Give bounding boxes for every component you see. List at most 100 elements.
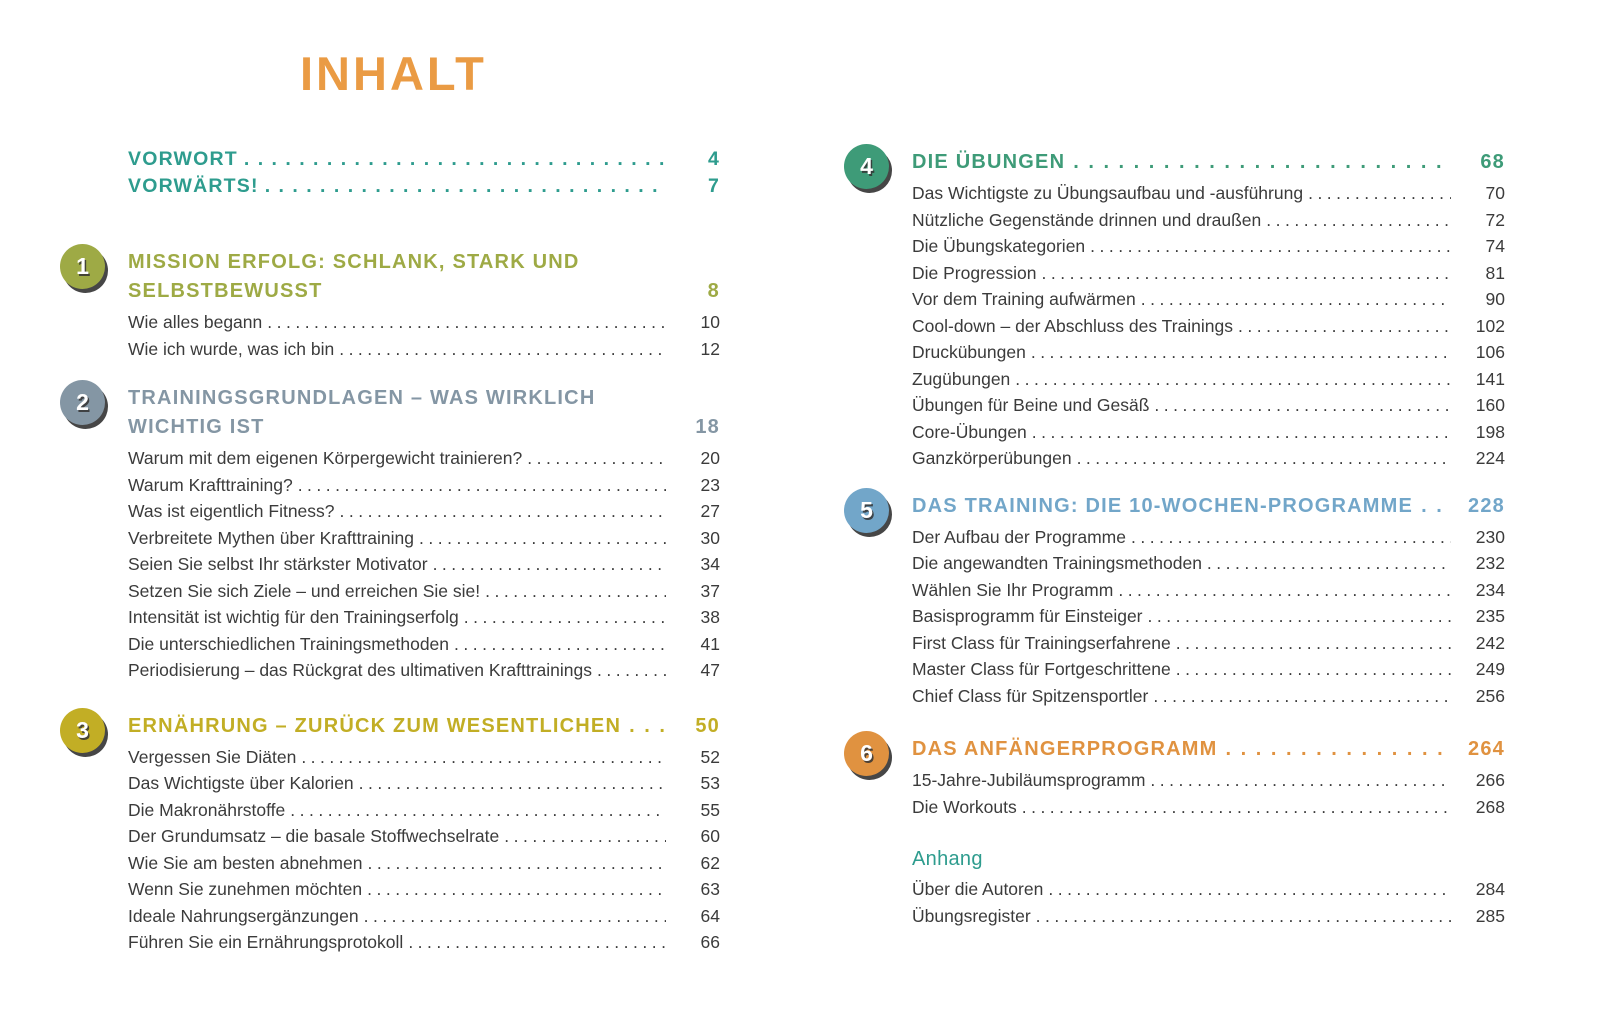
page-number: 64 [700, 905, 720, 926]
toc-entry: Der Aufbau der Programme 230 [912, 524, 1505, 551]
dot-leader [1233, 313, 1451, 340]
entry-label: Chief Class für Spitzensportler [912, 685, 1149, 706]
chapter-heading: MISSION ERFOLG: SCHLANK, STARK UND SELBS… [128, 248, 720, 306]
entry-label: Basisprogramm für Einsteiger [912, 606, 1143, 626]
appendix-entry: Übungsregister 285 [912, 903, 1505, 930]
dot-leader [334, 336, 666, 363]
page-number: 232 [1475, 553, 1505, 573]
entry-label: Der Aufbau der Programme [912, 526, 1126, 547]
entry-label: VORWÄRTS! [128, 175, 259, 197]
chapter-entries: Der Aufbau der Programme 230 Die angewandt… [912, 524, 1505, 710]
entry-label: Wie ich wurde, was ich bin [128, 338, 335, 359]
dot-leader [359, 903, 666, 930]
chapter-heading: DAS ANFÄNGERPROGRAMM 264 [912, 735, 1505, 764]
page-number: 27 [700, 501, 720, 521]
page-number: 249 [1475, 659, 1505, 679]
dot-leader [428, 551, 666, 578]
chapter-section-4: 4 DIE ÜBUNGEN 68 Das Wichtigste zu Übungsau… [844, 144, 1505, 472]
dot-leader [459, 604, 666, 631]
page-number: 235 [1475, 606, 1505, 626]
chapter-entries: 15-Jahre-Jubiläumsprogramm 266 Die Workout… [912, 767, 1505, 820]
appendix-title: Anhang [912, 848, 983, 870]
page-number: 90 [1485, 289, 1505, 309]
dot-leader [362, 876, 666, 903]
toc-entry: Ideale Nahrungsergänzungen 64 [128, 903, 720, 930]
page-number: 34 [700, 554, 720, 574]
entry-label: Vor dem Training aufwärmen [912, 289, 1136, 309]
page-number: 18 [695, 416, 720, 438]
page-number: 50 [695, 714, 720, 737]
page-number: 38 [700, 607, 720, 627]
toc-entry: Zugübungen 141 [912, 366, 1505, 393]
page-number: 160 [1475, 395, 1505, 415]
dot-leader [621, 712, 666, 741]
entry-label: Die angewandten Trainingsmethoden [912, 553, 1202, 573]
entry-label: Verbreitete Mythen über Krafttraining [128, 527, 414, 548]
toc-entry: Vergessen Sie Diäten 52 [128, 744, 720, 771]
entry-label: Warum Krafttraining? [128, 474, 293, 495]
dot-leader [1171, 656, 1451, 683]
page-number: 234 [1475, 579, 1505, 600]
entry-label: Setzen Sie sich Ziele – und erreichen Si… [128, 580, 481, 601]
page-number: 23 [700, 474, 720, 495]
page-number: 198 [1475, 421, 1505, 442]
entry-label: Nützliche Gegenstände drinnen und drauße… [912, 209, 1262, 230]
chapter-number-badge: 2 [60, 380, 105, 425]
chapter-number-badge: 6 [844, 731, 889, 776]
dot-leader [1136, 286, 1451, 313]
toc-entry: Periodisierung – das Rückgrat des ultima… [128, 657, 720, 684]
toc-entry: Nützliche Gegenstände drinnen und drauße… [912, 207, 1505, 234]
dot-leader [1010, 366, 1451, 393]
entry-label: Vergessen Sie Diäten [128, 746, 297, 767]
chapter-entries: Wie alles begann 10 Wie ich wurde, was ich… [128, 309, 720, 362]
entry-label: Core-Übungen [912, 421, 1027, 442]
chapter-heading: DIE ÜBUNGEN 68 [912, 148, 1505, 177]
dot-leader [1261, 207, 1451, 234]
entry-label: DIE ÜBUNGEN [912, 151, 1066, 173]
chapter-number-badge: 4 [844, 144, 889, 189]
entry-label: Wählen Sie Ihr Programm [912, 579, 1114, 600]
toc-entry: Führen Sie ein Ernährungsprotokoll 66 [128, 929, 720, 956]
page-number: 242 [1475, 632, 1505, 653]
page-number: 60 [700, 826, 720, 846]
dot-leader [1113, 577, 1451, 604]
entry-label: Was ist eigentlich Fitness? [128, 501, 335, 521]
front-matter-entry: VORWORT 4 [128, 146, 720, 173]
dot-leader [449, 631, 666, 658]
entry-label: Periodisierung – das Rückgrat des ultima… [128, 660, 592, 680]
entry-label: MISSION ERFOLG: SCHLANK, STARK UND SELBS… [128, 251, 580, 302]
chapter-entries: Vergessen Sie Diäten 52 Das Wichtigste übe… [128, 744, 720, 956]
dot-leader [1031, 903, 1451, 930]
page-number: 7 [707, 175, 720, 197]
front-matter: VORWORT 4 VORWÄRTS! 7 [128, 146, 720, 200]
entry-label: Übungen für Beine und Gesäß [912, 395, 1150, 415]
dot-leader [285, 797, 666, 824]
entry-label: Intensität ist wichtig für den Trainings… [128, 607, 459, 627]
toc-entry: Vor dem Training aufwärmen 90 [912, 286, 1505, 313]
page-number: 55 [700, 799, 720, 820]
chapter-heading: DAS TRAINING: DIE 10-WOCHEN-PROGRAMME 228 [912, 492, 1505, 521]
page-number: 10 [700, 312, 720, 332]
chapter-entries: Das Wichtigste zu Übungsaufbau und -ausf… [912, 180, 1505, 472]
toc-entry: Core-Übungen 198 [912, 419, 1505, 446]
entry-label: Ideale Nahrungsergänzungen [128, 905, 359, 926]
toc-entry: Master Class für Fortgeschrittene 249 [912, 656, 1505, 683]
toc-entry: 15-Jahre-Jubiläumsprogramm 266 [912, 767, 1505, 794]
page-number: 4 [707, 148, 720, 170]
toc-entry: Das Wichtigste über Kalorien 53 [128, 770, 720, 797]
toc-entry: Warum mit dem eigenen Körpergewicht trai… [128, 445, 720, 472]
toc-entry: Setzen Sie sich Ziele – und erreichen Si… [128, 578, 720, 605]
chapter-number-badge: 3 [60, 707, 105, 753]
toc-entry: Wie ich wurde, was ich bin 12 [128, 336, 720, 363]
chapter-entries: Warum mit dem eigenen Körpergewicht trai… [128, 445, 720, 684]
entry-label: Warum mit dem eigenen Körpergewicht trai… [128, 448, 523, 468]
dot-leader [522, 445, 666, 472]
dot-leader [238, 146, 666, 173]
left-chapters: 1 MISSION ERFOLG: SCHLANK, STARK UND SELB… [60, 244, 720, 956]
page-number: 70 [1485, 183, 1505, 203]
dot-leader [1126, 524, 1451, 551]
dot-leader [335, 498, 666, 525]
dot-leader [1171, 630, 1451, 657]
dot-leader [499, 823, 666, 850]
page-number: 268 [1475, 796, 1505, 817]
